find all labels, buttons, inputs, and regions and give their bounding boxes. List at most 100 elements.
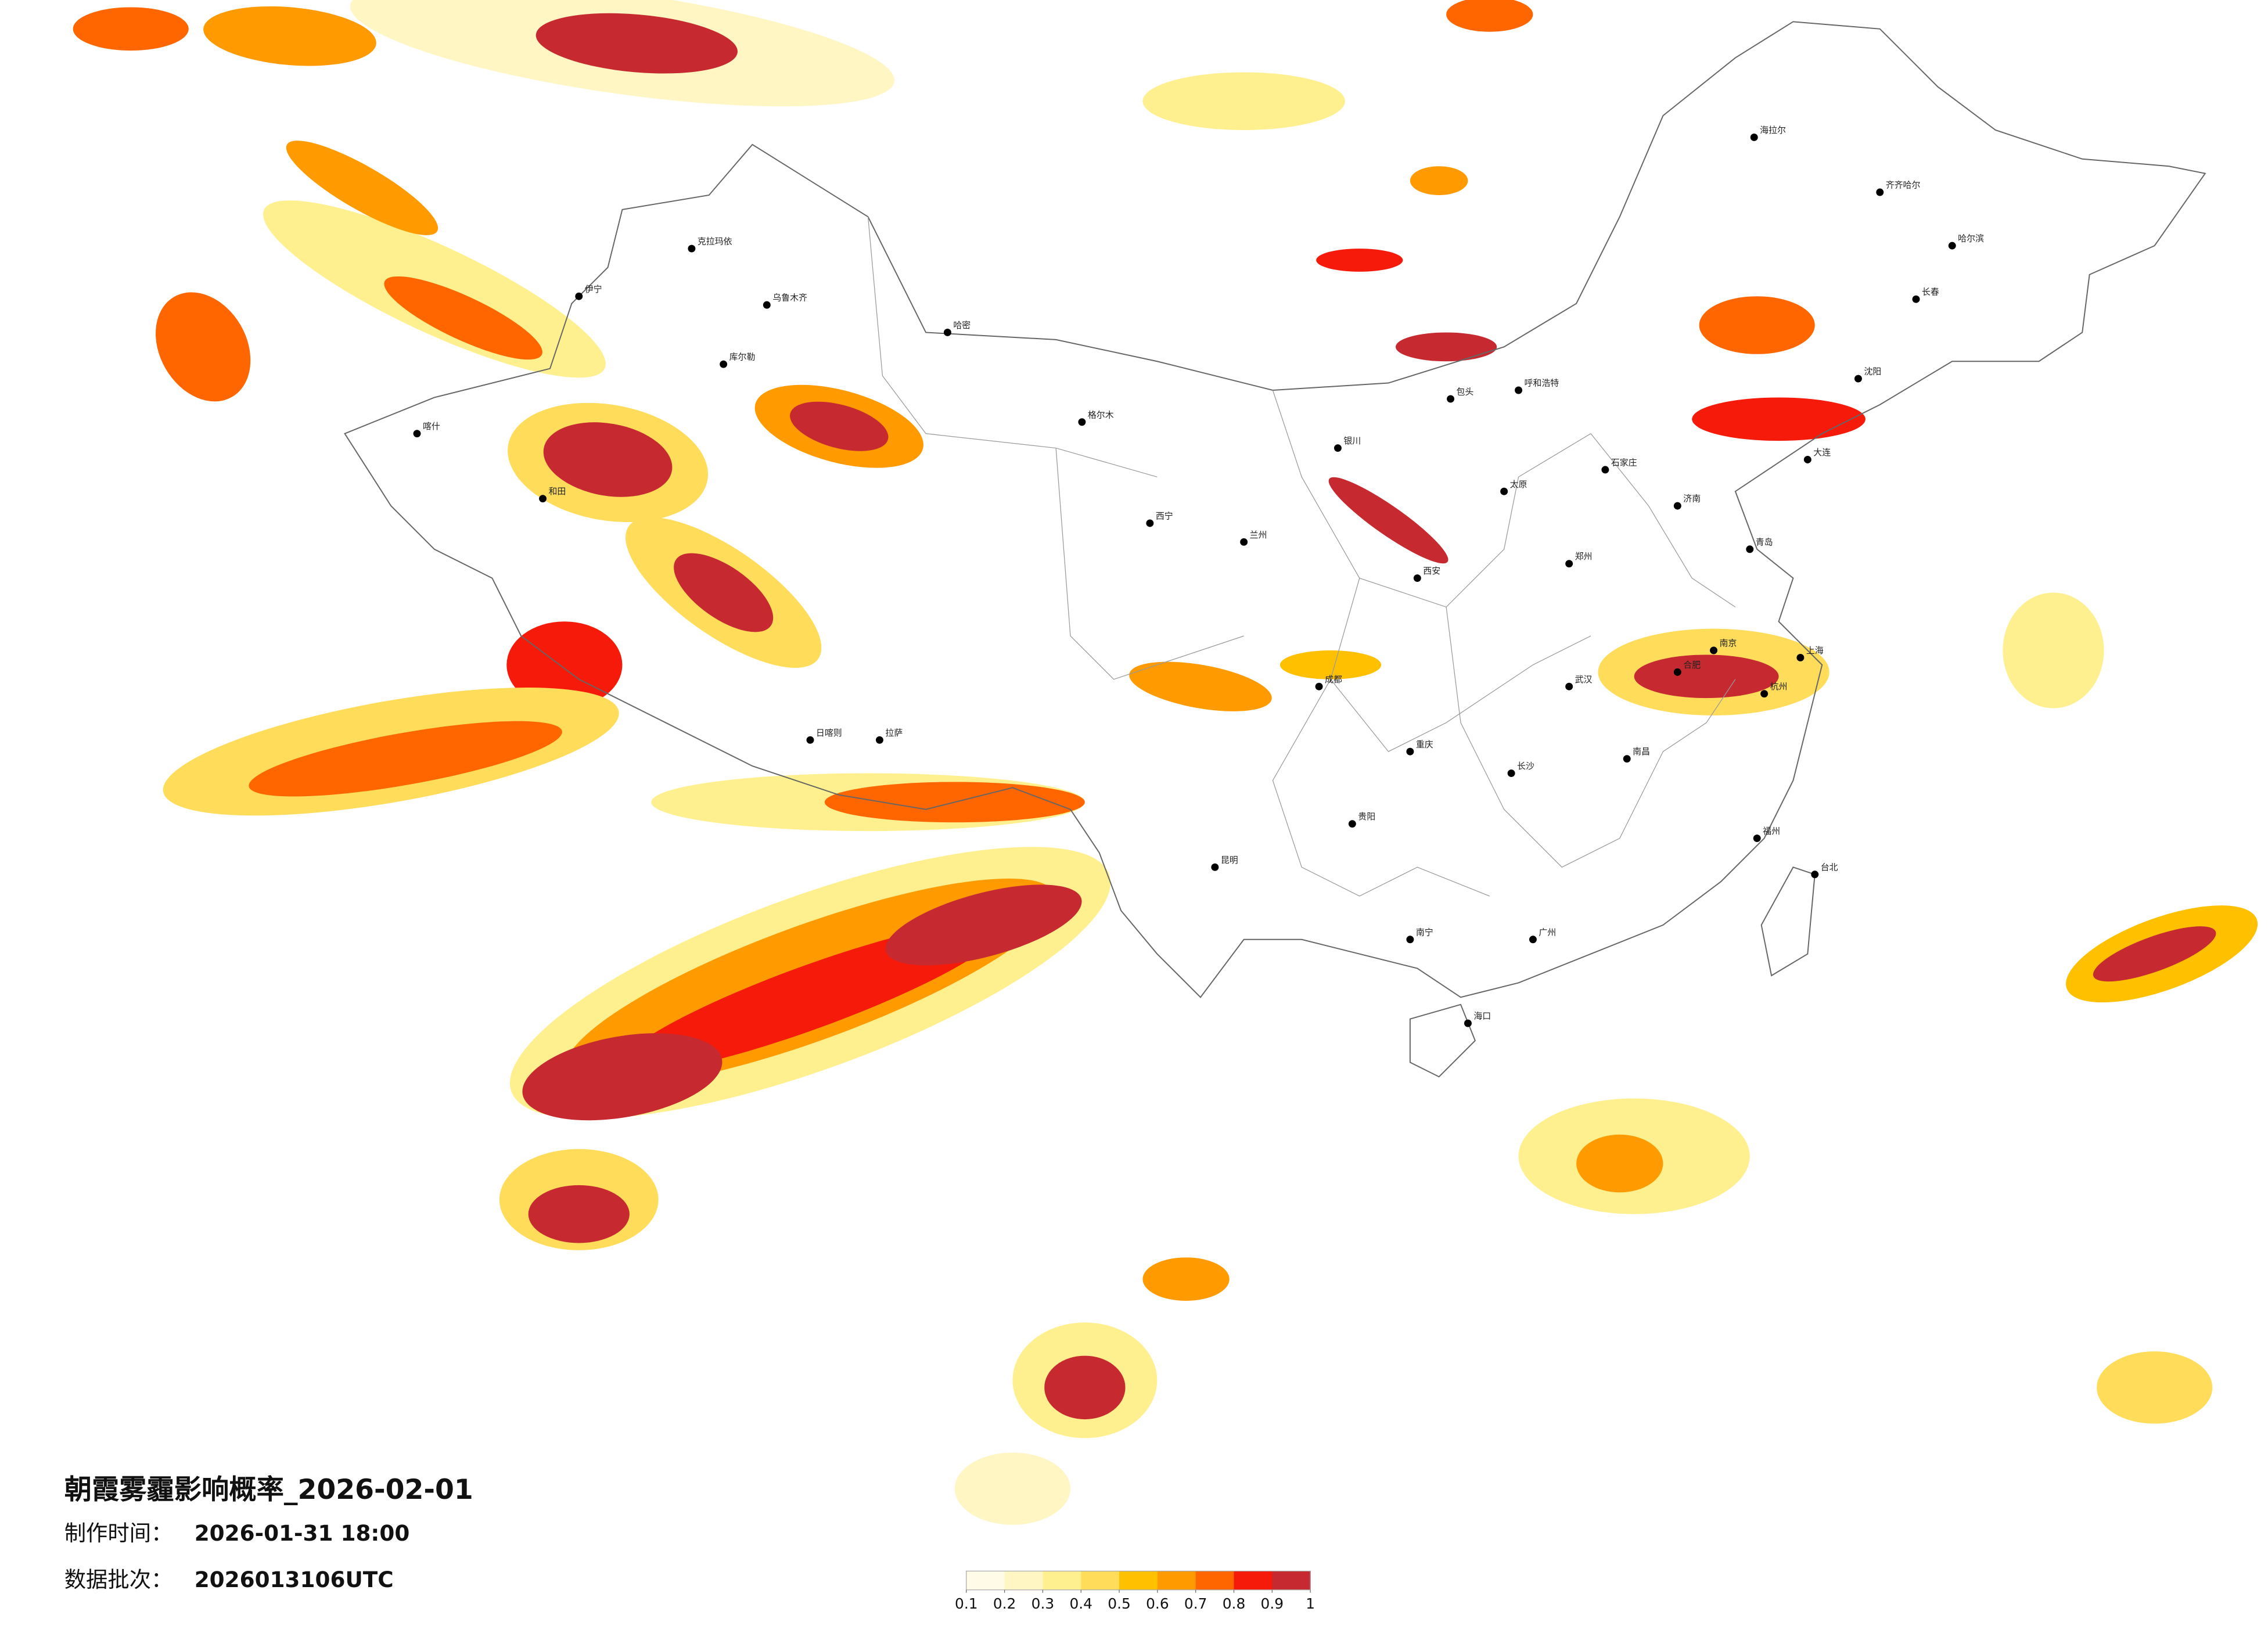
blob	[1142, 1257, 1230, 1301]
legend-swatch	[1234, 1571, 1273, 1590]
blob	[156, 292, 251, 402]
city-dot	[1760, 690, 1769, 698]
city-dot	[413, 430, 421, 438]
city-dot	[1750, 133, 1758, 141]
city-dot	[943, 328, 951, 336]
city-dot	[575, 292, 583, 300]
legend-tick-label: 0.1	[955, 1595, 978, 1612]
city-dot	[1529, 936, 1537, 944]
legend-tick-label: 0.6	[1146, 1595, 1169, 1612]
legend-swatch	[1157, 1571, 1196, 1590]
blob	[249, 721, 562, 797]
blob	[1044, 1355, 1126, 1420]
blob	[885, 884, 1082, 966]
city-label: 成都	[1325, 674, 1342, 685]
city-label: 广州	[1539, 927, 1556, 937]
city-label: 库尔勒	[729, 352, 756, 362]
city-dot	[1746, 545, 1754, 553]
city-label: 沈阳	[1864, 366, 1881, 377]
city-dot	[1710, 646, 1718, 654]
city-label: 西安	[1423, 566, 1440, 576]
city-label: 杭州	[1770, 681, 1788, 692]
city-label: 上海	[1806, 645, 1824, 656]
blob	[2003, 592, 2104, 708]
city-label: 银川	[1343, 436, 1361, 446]
city-label: 格尔木	[1088, 409, 1114, 420]
blob	[2093, 926, 2216, 982]
legend-swatch	[1119, 1571, 1158, 1590]
city-dot	[1854, 375, 1862, 383]
legend-tick-label: 0.5	[1108, 1595, 1131, 1612]
blob	[73, 7, 189, 51]
city-dot	[1753, 834, 1761, 843]
legend-swatch	[1272, 1571, 1311, 1590]
city-dot	[875, 736, 883, 744]
country-outline	[344, 21, 2206, 998]
city-label: 西宁	[1156, 511, 1173, 521]
blob	[1699, 296, 1815, 354]
legend-tick-label: 0.2	[993, 1595, 1016, 1612]
legend-frame	[966, 1570, 1311, 1591]
city-dot	[1673, 502, 1681, 510]
legend-swatch	[1043, 1571, 1081, 1590]
blob	[535, 13, 738, 74]
blob	[790, 401, 889, 451]
city-dot	[1464, 1019, 1472, 1027]
info-value: 2026013106UTC	[195, 1567, 394, 1592]
city-label: 南京	[1720, 638, 1737, 649]
city-label: 重庆	[1416, 739, 1433, 750]
city-label: 齐齐哈尔	[1886, 180, 1921, 190]
city-label: 济南	[1683, 494, 1701, 504]
blob	[1446, 0, 1533, 32]
legend-tick-label: 0.4	[1069, 1595, 1092, 1612]
blob	[1395, 332, 1497, 362]
city-dot	[1876, 188, 1884, 196]
blob	[1316, 249, 1403, 272]
city-dot	[1673, 668, 1681, 676]
blob	[1410, 166, 1468, 195]
legend-tick-label: 0.7	[1184, 1595, 1207, 1612]
blob	[1576, 1134, 1663, 1193]
city-dot	[1334, 444, 1342, 452]
blob	[1634, 654, 1779, 699]
legend-tick-label: 1	[1306, 1595, 1315, 1612]
city-label: 包头	[1457, 386, 1474, 397]
legend: 0.1 0.2 0.3 0.4 0.5 0.6 0.7 0.8 0.9 1	[955, 1570, 1315, 1612]
city-label: 郑州	[1575, 551, 1593, 562]
city-label: 青岛	[1756, 537, 1773, 547]
city-dot	[1315, 682, 1323, 690]
city-dot	[1565, 560, 1573, 568]
city-dot	[1565, 682, 1573, 690]
city-label: 和田	[549, 486, 566, 497]
city-label: 太原	[1510, 479, 1527, 490]
city-label: 拉萨	[885, 728, 903, 738]
map-title: 朝霞雾霾影响概率_2026-02-01	[64, 1474, 473, 1506]
island-taiwan	[1760, 866, 1816, 977]
blob	[384, 276, 542, 360]
city-label: 哈密	[953, 320, 971, 330]
city-label: 长沙	[1517, 761, 1534, 771]
city-label: 合肥	[1683, 660, 1701, 670]
city-label: 乌鲁木齐	[772, 293, 807, 303]
city-label: 南宁	[1416, 927, 1433, 937]
legend-tick-label: 0.3	[1031, 1595, 1055, 1612]
city-dot	[1211, 863, 1219, 871]
city-dot	[1948, 242, 1956, 250]
city-dot	[1146, 519, 1154, 527]
blob	[1129, 661, 1272, 711]
city-dot	[1406, 747, 1414, 756]
city-dot	[763, 301, 771, 309]
city-label: 南昌	[1633, 746, 1650, 757]
city-dot	[1811, 870, 1819, 879]
city-dot	[1803, 455, 1811, 463]
city-label: 日喀则	[816, 728, 842, 738]
blob	[1328, 477, 1448, 564]
city-dot	[1500, 487, 1508, 495]
blob	[2097, 1351, 2213, 1424]
city-label: 石家庄	[1611, 457, 1637, 467]
probability-field	[73, 0, 2258, 1525]
city-dot	[1447, 395, 1455, 403]
city-label: 贵阳	[1358, 811, 1375, 822]
legend-swatch	[1081, 1571, 1120, 1590]
